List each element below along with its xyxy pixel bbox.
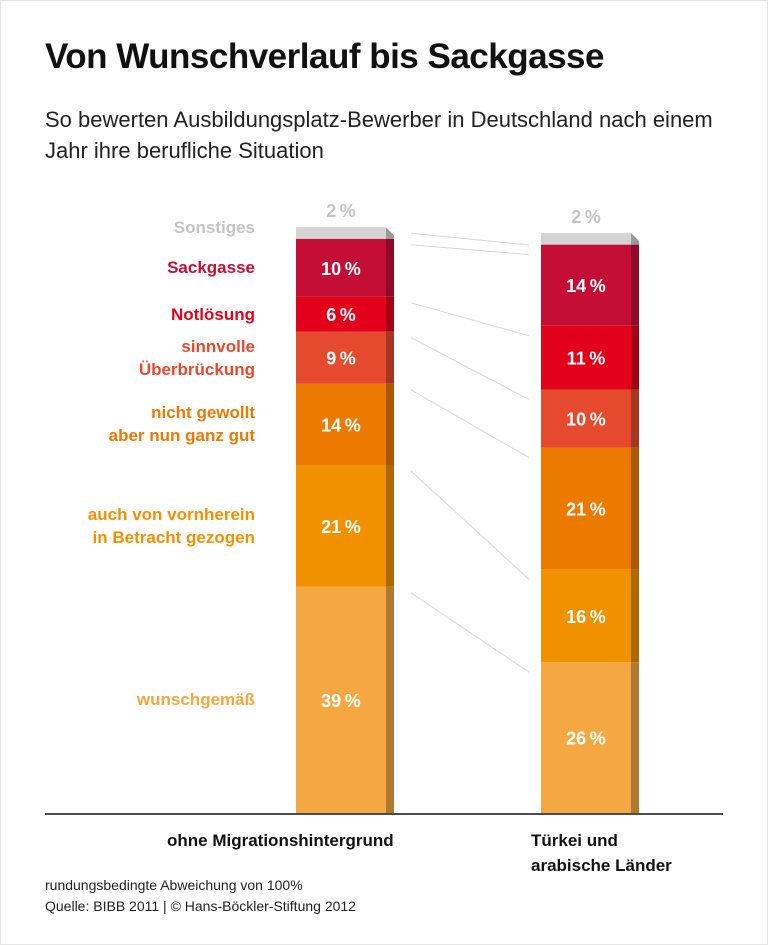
data-label: 2 %: [571, 207, 601, 227]
bar-segment: [296, 296, 386, 332]
series-label: auch von vornherein in Betracht gezogen: [87, 504, 255, 547]
connector-line: [410, 302, 530, 337]
connector-line: [410, 470, 530, 580]
connector-line: [410, 389, 530, 459]
bar-segment-side: [631, 325, 639, 390]
bar-segment-side: [386, 383, 394, 465]
bar-segment: [541, 233, 631, 245]
data-label: 14 %: [321, 415, 361, 435]
chart-subtitle: So bewerten Ausbildungsplatz-Bewerber in…: [45, 107, 713, 163]
bar-segment: [541, 389, 631, 448]
bar-segment-side: [631, 662, 639, 813]
connector-line: [410, 592, 530, 673]
bar-segment: [296, 331, 386, 384]
bar-segment: [296, 227, 386, 239]
bar-segment-side: [386, 331, 394, 384]
bar-segment-side: [631, 447, 639, 570]
series-label: Notlösung: [170, 304, 255, 324]
connector-line: [410, 337, 530, 401]
data-label: 14 %: [566, 276, 606, 296]
bar-segment-side: [631, 244, 639, 326]
bar-segment: [296, 383, 386, 465]
connector-line: [410, 244, 530, 256]
category-label-1: Türkei und arabische Länder: [531, 831, 672, 875]
bar-segment: [296, 465, 386, 587]
series-label: sinnvolle Überbrückung: [138, 336, 255, 379]
series-label: Sackgasse: [167, 258, 255, 278]
bar-segment-side: [631, 569, 639, 663]
bar-segment-side: [386, 465, 394, 587]
bar-segment-side: [386, 586, 394, 813]
series-label: Sonstiges: [173, 217, 255, 237]
series-label: wunschgemäß: [136, 690, 255, 710]
data-label: 39 %: [321, 691, 361, 711]
category-label-0: ohne Migrationshintergrund: [167, 831, 394, 850]
bar-segment-side: [386, 227, 394, 239]
bar-segment-side: [631, 389, 639, 448]
footnote: rundungsbedingte Abweichung von 100%: [45, 877, 303, 893]
data-label: 21 %: [566, 500, 606, 520]
data-label: 9 %: [326, 349, 356, 369]
data-label: 21 %: [321, 517, 361, 537]
data-label: 10 %: [321, 259, 361, 279]
bar-segment-side: [386, 296, 394, 332]
data-label: 26 %: [566, 729, 606, 749]
bar-segment: [541, 447, 631, 570]
data-label: 11 %: [567, 349, 606, 369]
bar-segment-side: [386, 238, 394, 297]
data-label: 2 %: [326, 201, 356, 221]
notes: rundungsbedingte Abweichung von 100% Que…: [45, 875, 356, 917]
series-label: nicht gewollt aber nun ganz gut: [108, 403, 255, 446]
bar-segment: [541, 569, 631, 663]
bar-segment-side: [631, 233, 639, 245]
bar-segment: [296, 238, 386, 297]
connector-line: [410, 232, 530, 246]
bar-segment: [541, 244, 631, 326]
source: Quelle: BIBB 2011 | © Hans-Böckler-Stift…: [45, 898, 356, 914]
data-label: 10 %: [566, 410, 606, 430]
data-label: 6 %: [326, 305, 356, 325]
chart-title: Von Wunschverlauf bis Sackgasse: [45, 37, 604, 76]
bar-segment: [296, 586, 386, 813]
data-label: 16 %: [566, 607, 606, 627]
bar-segment: [541, 662, 631, 813]
bar-segment: [541, 325, 631, 390]
